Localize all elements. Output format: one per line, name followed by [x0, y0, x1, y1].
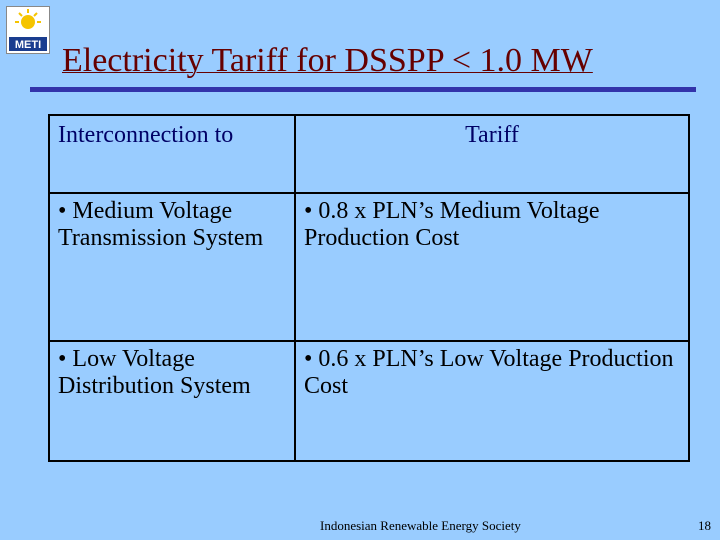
footer: Indonesian Renewable Energy Society: [320, 518, 521, 533]
tariff-table: Interconnection to Tariff • Medium Volta…: [48, 114, 690, 462]
header-cell: Interconnection to: [48, 114, 296, 194]
logo-graphic: METI: [9, 9, 47, 51]
logo-text: METI: [15, 39, 41, 51]
title-rule: [30, 87, 696, 92]
cell: • 0.6 x PLN’s Low Voltage Production Cos…: [294, 340, 690, 462]
title: Electricity Tariff for DSSPP < 1.0 MW: [62, 42, 593, 79]
cell: • Medium Voltage Transmission System: [48, 192, 296, 342]
cell: • 0.8 x PLN’s Medium Voltage Production …: [294, 192, 690, 342]
header-cell: Tariff: [294, 114, 690, 194]
logo: METI: [6, 6, 50, 54]
cell: • Low Voltage Distribution System: [48, 340, 296, 462]
page-number: 18: [698, 518, 711, 533]
